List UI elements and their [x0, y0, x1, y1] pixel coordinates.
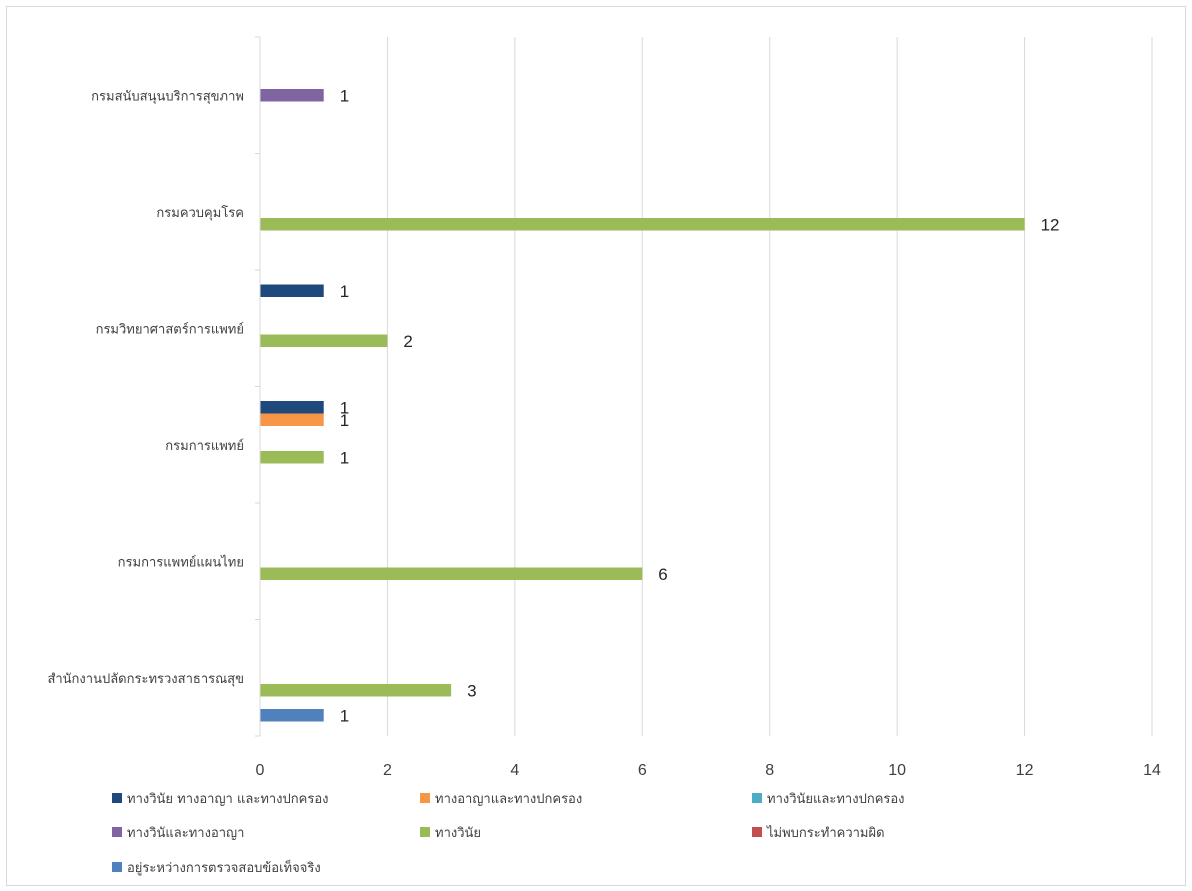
bar: [260, 413, 324, 426]
bar: [260, 218, 1025, 231]
legend-label: ไม่พบกระทำความผิด: [766, 825, 885, 841]
x-tick-label: 0: [256, 762, 265, 779]
bar: [260, 89, 324, 102]
legend-label: ทางอาญาและทางปกครอง: [435, 792, 582, 807]
data-label: 1: [340, 86, 349, 105]
bar: [260, 684, 452, 697]
x-tick-label: 10: [888, 762, 906, 779]
gridlines: [386, 37, 1153, 736]
x-tick-label: 8: [765, 762, 774, 779]
legend-swatch: [420, 793, 430, 803]
bar: [260, 284, 324, 297]
legend-swatch: [420, 827, 430, 837]
bar: [260, 401, 324, 414]
legend-label: ทางวินัย ทางอาญา และทางปกครอง: [127, 792, 329, 807]
data-label: 6: [658, 565, 667, 584]
data-label: 1: [340, 398, 349, 417]
data-label: 12: [1041, 215, 1060, 234]
data-label: 1: [340, 282, 349, 301]
axes: 0 2 4 6 8 10 12 14สำนักงานปลัดกระทรวงสาธารณสุขก…: [47, 36, 1161, 779]
data-label: 3: [467, 681, 476, 700]
data-label: 1: [340, 411, 349, 430]
x-tick-label: 2: [383, 762, 392, 779]
legend-label: อยู่ระหว่างการตรวจสอบข้อเท็จจริง: [127, 858, 321, 876]
legend-swatch: [112, 793, 122, 803]
legend-swatch: [112, 827, 122, 837]
x-tick-label: 4: [510, 762, 519, 779]
category-label: กรมสนับสนุนบริการสุขภาพ: [91, 89, 244, 104]
legend-swatch: [112, 862, 122, 872]
legend-swatch: [752, 793, 762, 803]
chart-frame: [6, 6, 1186, 886]
bar: [260, 567, 643, 580]
bar: [260, 451, 324, 464]
legend: ทางวินัย ทางอาญา และทางปกครอง ทางอาญาและท…: [112, 792, 905, 876]
data-label: 1: [340, 448, 349, 467]
category-label: กรมควบคุมโรค: [156, 205, 244, 221]
category-label: กรมการแพทย์แผนไทย: [118, 554, 244, 570]
legend-label: ทางวินัย: [435, 826, 481, 841]
legend-label: ทางวินัยและทางปกครอง: [767, 792, 905, 807]
x-tick-label: 14: [1143, 762, 1161, 779]
legend-label: ทางวินัและทางอาญา: [127, 826, 244, 841]
bar: [260, 334, 388, 347]
data-label: 2: [403, 332, 412, 351]
category-label: กรมวิทยาศาสตร์การแพทย์: [96, 321, 244, 337]
x-tick-label: 12: [1016, 762, 1034, 779]
legend-swatch: [752, 827, 762, 837]
data-label: 1: [340, 706, 349, 725]
bars: [260, 89, 1025, 722]
x-tick-label: 6: [638, 762, 647, 779]
category-label: กรมการแพทย์: [165, 438, 244, 454]
bar: [260, 709, 324, 722]
category-label: สำนักงานปลัดกระทรวงสาธารณสุข: [47, 672, 244, 687]
